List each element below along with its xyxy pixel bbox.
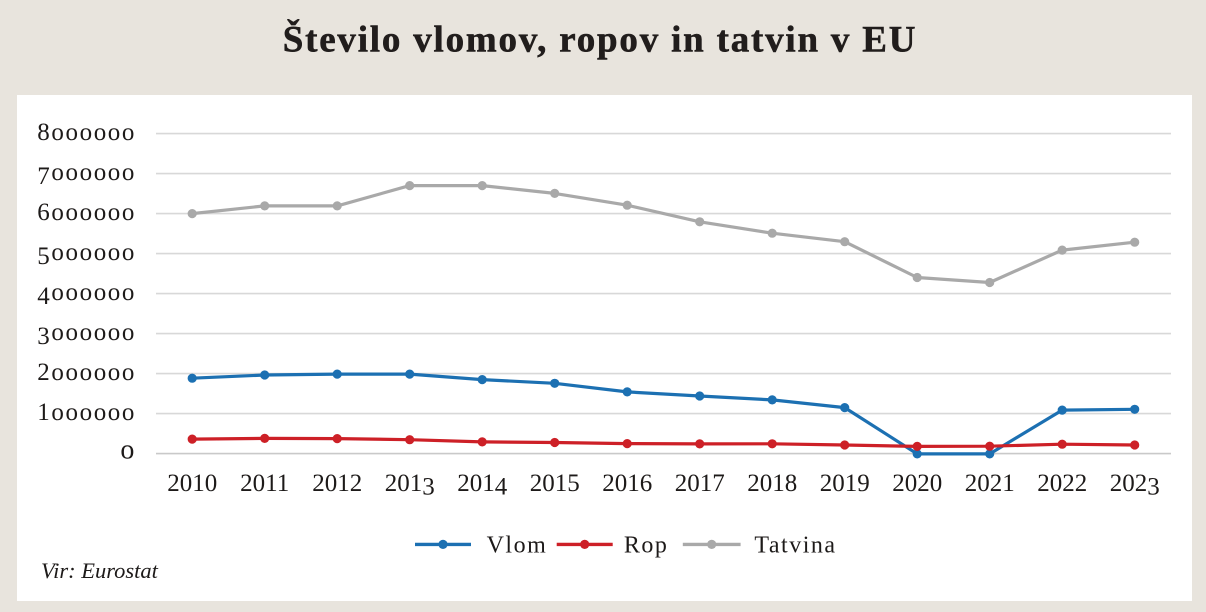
svg-text:Število vlomov, ropov in tatvi: Število vlomov, ropov in tatvin v EU bbox=[283, 18, 918, 61]
svg-text:2019: 2019 bbox=[820, 470, 870, 497]
svg-text:1oooooo: 1oooooo bbox=[37, 399, 136, 426]
svg-text:o: o bbox=[120, 435, 136, 466]
svg-text:6oooooo: 6oooooo bbox=[37, 199, 136, 226]
svg-text:2017: 2017 bbox=[675, 470, 725, 497]
svg-text:4oooooo: 4oooooo bbox=[37, 279, 136, 310]
svg-text:2012: 2012 bbox=[312, 470, 362, 497]
svg-text:2023: 2023 bbox=[1110, 470, 1160, 501]
svg-text:2011: 2011 bbox=[240, 470, 289, 497]
svg-text:2018: 2018 bbox=[747, 470, 797, 497]
svg-text:Vlom: Vlom bbox=[487, 533, 548, 559]
svg-text:2010: 2010 bbox=[167, 470, 217, 497]
svg-text:5oooooo: 5oooooo bbox=[37, 239, 136, 270]
svg-text:2013: 2013 bbox=[385, 470, 435, 501]
svg-text:8oooooo: 8oooooo bbox=[37, 119, 136, 146]
svg-text:Vir: Eurostat: Vir: Eurostat bbox=[41, 558, 159, 583]
svg-text:Rop: Rop bbox=[624, 533, 669, 559]
svg-text:3oooooo: 3oooooo bbox=[37, 319, 136, 350]
svg-text:7oooooo: 7oooooo bbox=[37, 159, 136, 190]
svg-text:2016: 2016 bbox=[602, 470, 652, 497]
svg-text:2020: 2020 bbox=[892, 470, 942, 497]
svg-text:Tatvina: Tatvina bbox=[754, 533, 836, 559]
svg-text:2014: 2014 bbox=[457, 470, 508, 501]
svg-text:2015: 2015 bbox=[530, 470, 580, 497]
svg-text:2021: 2021 bbox=[965, 470, 1015, 497]
svg-text:2oooooo: 2oooooo bbox=[37, 359, 136, 386]
svg-text:2022: 2022 bbox=[1037, 470, 1087, 497]
